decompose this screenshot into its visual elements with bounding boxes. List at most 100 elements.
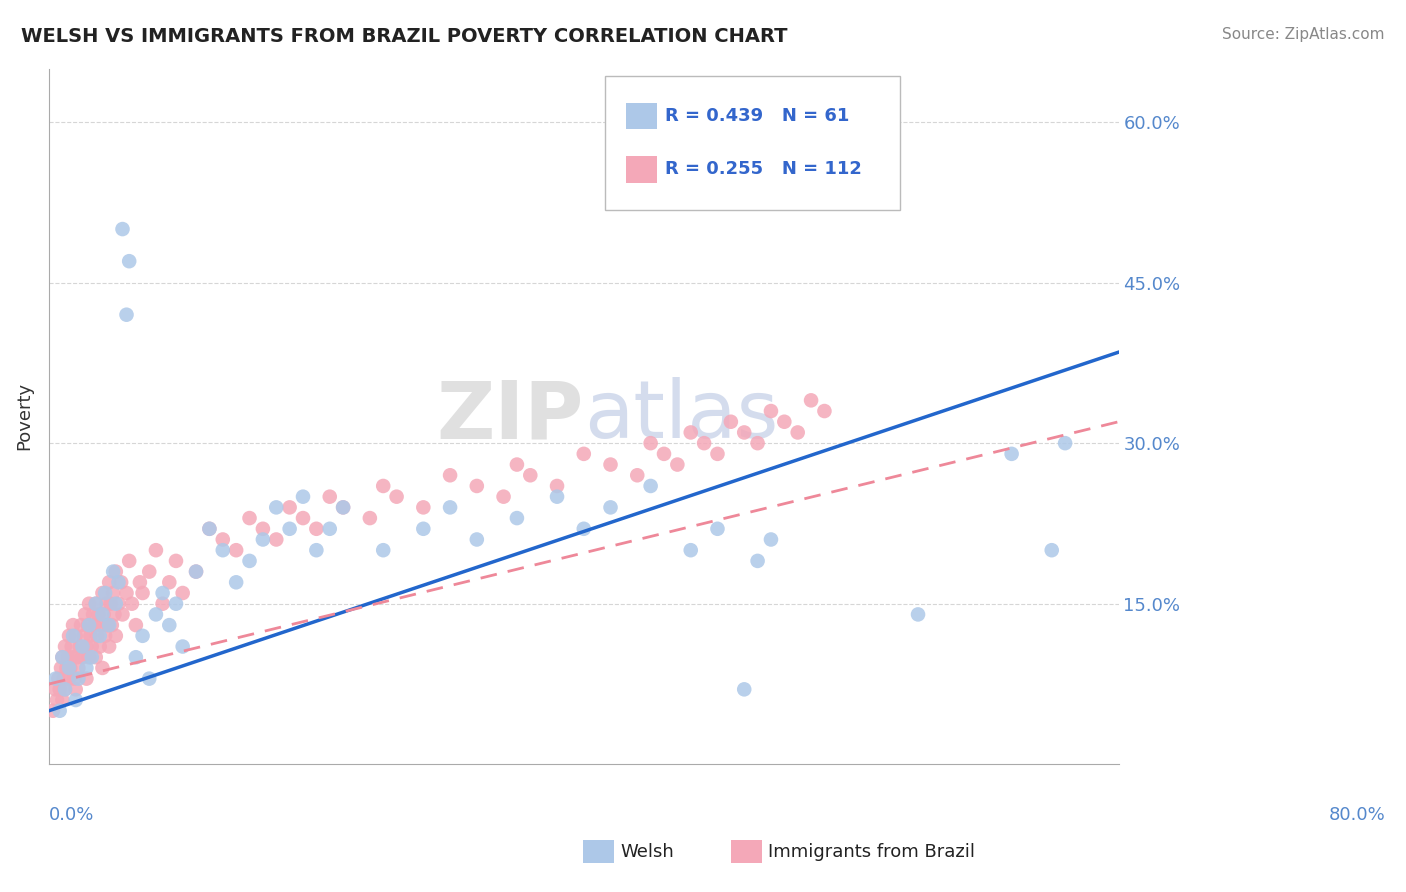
Point — [73, 629, 96, 643]
Point — [492, 490, 515, 504]
Point — [278, 522, 301, 536]
Point — [747, 554, 769, 568]
Point — [519, 468, 541, 483]
Point — [45, 682, 67, 697]
Point — [145, 607, 167, 622]
Point — [100, 597, 122, 611]
Point — [49, 661, 72, 675]
Point — [53, 682, 76, 697]
Point — [60, 640, 83, 654]
Point — [84, 597, 107, 611]
Point — [198, 522, 221, 536]
Point — [115, 586, 138, 600]
Point — [359, 511, 381, 525]
Point — [72, 640, 94, 654]
Point — [103, 607, 125, 622]
Point — [319, 490, 342, 504]
Point — [211, 533, 233, 547]
Point — [87, 607, 110, 622]
Point — [48, 704, 70, 718]
Point — [62, 618, 84, 632]
Point — [800, 393, 823, 408]
Point — [412, 522, 434, 536]
Point — [759, 533, 782, 547]
Point — [305, 543, 328, 558]
Point — [91, 607, 114, 622]
Point — [813, 404, 835, 418]
Point — [157, 618, 180, 632]
Point — [59, 661, 82, 675]
Point — [53, 682, 76, 697]
Point — [77, 597, 100, 611]
Point — [104, 597, 127, 611]
Point — [264, 533, 287, 547]
Point — [385, 490, 408, 504]
Point — [42, 704, 65, 718]
Point — [546, 490, 568, 504]
Point — [211, 543, 233, 558]
Point — [118, 254, 141, 268]
Text: atlas: atlas — [583, 377, 778, 456]
Point — [145, 543, 167, 558]
Point — [172, 640, 194, 654]
Point — [373, 479, 395, 493]
Point — [125, 618, 148, 632]
Point — [46, 693, 69, 707]
Point — [465, 479, 488, 493]
Point — [104, 629, 127, 643]
Point — [640, 436, 662, 450]
Point — [759, 404, 782, 418]
Point — [101, 586, 124, 600]
Point — [72, 650, 94, 665]
Point — [93, 607, 115, 622]
Point — [51, 650, 73, 665]
Point — [152, 586, 174, 600]
Point — [773, 415, 796, 429]
Point — [111, 222, 134, 236]
Point — [184, 565, 207, 579]
Point — [599, 500, 621, 515]
Point — [62, 629, 84, 643]
Point — [225, 543, 247, 558]
Point — [89, 640, 111, 654]
Point — [252, 522, 274, 536]
Point — [75, 607, 97, 622]
Point — [98, 640, 121, 654]
Point — [65, 693, 87, 707]
Point — [1001, 447, 1024, 461]
Point — [693, 436, 716, 450]
Point — [98, 618, 121, 632]
Point — [83, 618, 105, 632]
Point — [98, 575, 121, 590]
Point — [101, 565, 124, 579]
Point — [165, 554, 187, 568]
Point — [626, 468, 648, 483]
Point — [58, 661, 80, 675]
Point — [640, 479, 662, 493]
Point — [292, 490, 315, 504]
Text: Immigrants from Brazil: Immigrants from Brazil — [768, 843, 974, 861]
Point — [786, 425, 808, 440]
Point — [65, 682, 87, 697]
Point — [720, 415, 742, 429]
Point — [91, 586, 114, 600]
Point — [319, 522, 342, 536]
Point — [56, 650, 79, 665]
Point — [165, 597, 187, 611]
Text: R = 0.439   N = 61: R = 0.439 N = 61 — [665, 107, 849, 125]
Point — [907, 607, 929, 622]
Text: 80.0%: 80.0% — [1329, 806, 1386, 824]
Text: ZIP: ZIP — [436, 377, 583, 456]
Text: WELSH VS IMMIGRANTS FROM BRAZIL POVERTY CORRELATION CHART: WELSH VS IMMIGRANTS FROM BRAZIL POVERTY … — [21, 27, 787, 45]
Point — [67, 661, 90, 675]
Point — [66, 650, 89, 665]
Point — [77, 618, 100, 632]
Point — [679, 543, 702, 558]
Point — [70, 618, 93, 632]
Point — [46, 672, 69, 686]
Text: Source: ZipAtlas.com: Source: ZipAtlas.com — [1222, 27, 1385, 42]
Point — [706, 522, 728, 536]
Point — [58, 672, 80, 686]
Point — [89, 629, 111, 643]
Point — [238, 511, 260, 525]
